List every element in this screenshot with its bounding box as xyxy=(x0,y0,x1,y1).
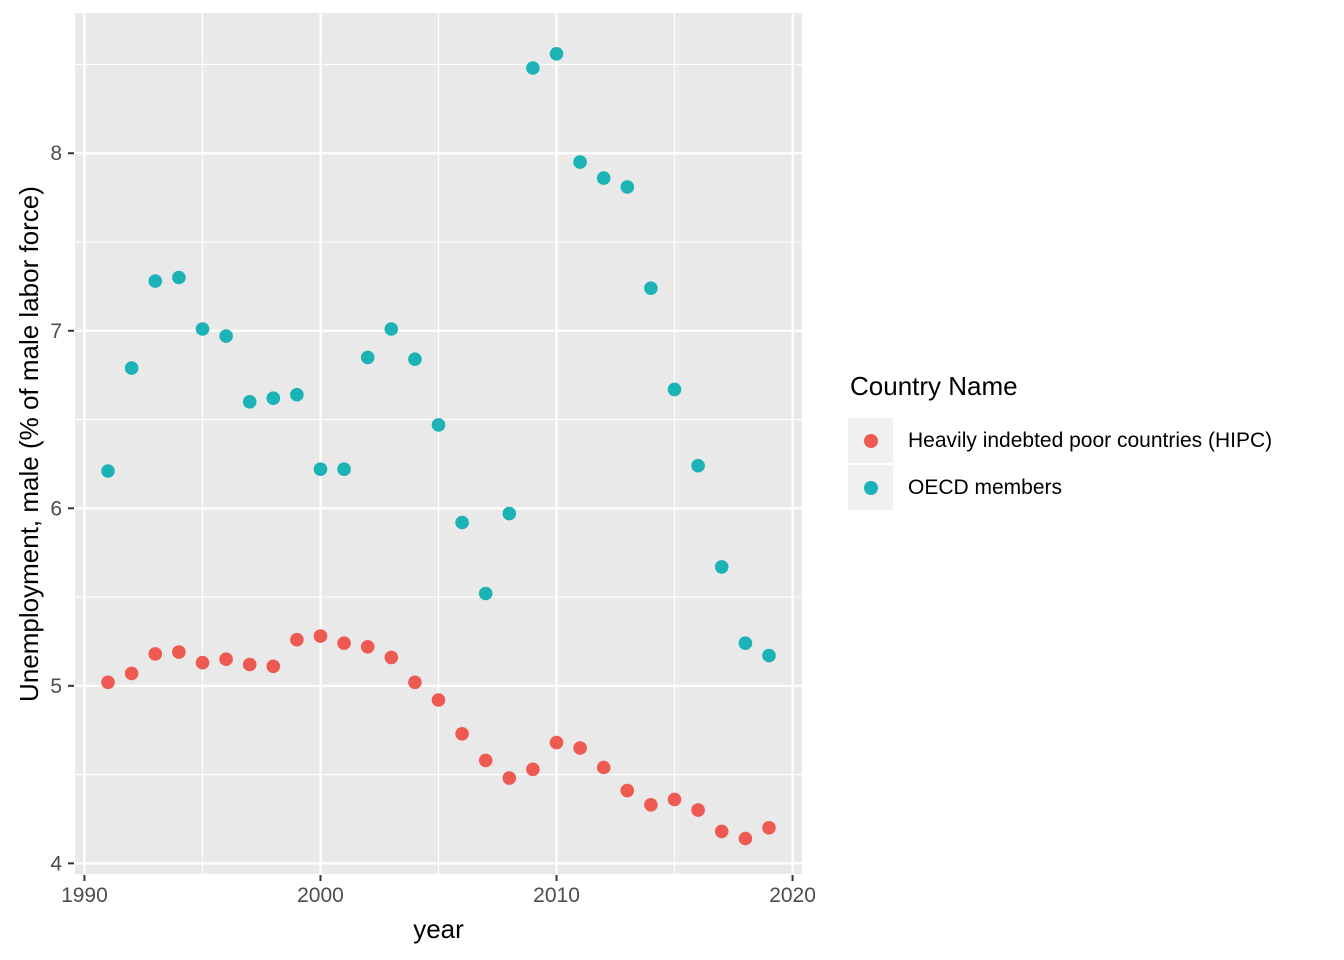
data-point-oecd xyxy=(549,47,564,61)
data-point-hipc xyxy=(762,821,776,835)
data-point-oecd xyxy=(526,61,540,75)
data-point-oecd xyxy=(124,361,139,375)
legend-key-hipc xyxy=(848,418,893,463)
legend: Country Name Heavily indebted poor count… xyxy=(848,371,1338,512)
y-axis-title: Unemployment, male (% of male labor forc… xyxy=(14,186,44,702)
data-point-oecd xyxy=(148,274,163,288)
data-point-hipc xyxy=(644,798,658,812)
x-tick-label: 1990 xyxy=(61,884,108,907)
data-point-oecd xyxy=(644,281,658,296)
data-point-hipc xyxy=(455,727,469,741)
data-point-hipc xyxy=(408,675,422,690)
data-point-oecd xyxy=(101,464,115,478)
x-tick-label: 2000 xyxy=(297,884,344,907)
data-point-oecd xyxy=(762,648,776,663)
data-point-oecd xyxy=(573,155,587,169)
data-point-oecd xyxy=(478,586,493,601)
hipc-point-icon xyxy=(863,433,878,448)
data-point-hipc xyxy=(172,645,186,659)
data-point-hipc xyxy=(290,632,304,647)
data-point-oecd xyxy=(667,382,682,397)
data-point-oecd xyxy=(738,636,753,650)
data-point-hipc xyxy=(549,735,564,750)
data-point-hipc xyxy=(313,629,328,643)
data-point-oecd xyxy=(455,515,469,530)
data-point-oecd xyxy=(242,395,257,409)
data-point-oecd xyxy=(714,560,729,574)
data-point-oecd xyxy=(620,180,635,194)
data-point-oecd xyxy=(691,458,705,473)
y-tick-label: 8 xyxy=(50,142,62,165)
data-point-oecd xyxy=(408,352,422,367)
legend-item-label-hipc: Heavily indebted poor countries (HIPC) xyxy=(908,428,1273,452)
data-point-oecd xyxy=(502,506,517,521)
y-tick-label: 5 xyxy=(50,675,62,698)
legend-item-label-oecd: OECD members xyxy=(908,475,1063,499)
x-tick-label: 2020 xyxy=(769,884,816,907)
legend-item-oecd: OECD members xyxy=(848,465,1338,510)
data-point-hipc xyxy=(195,655,210,670)
y-tick-label: 4 xyxy=(50,852,62,875)
y-tick-label: 7 xyxy=(50,320,62,343)
data-point-hipc xyxy=(266,659,281,674)
data-point-hipc xyxy=(124,666,139,681)
data-point-oecd xyxy=(266,391,281,406)
data-point-hipc xyxy=(431,693,446,707)
data-point-hipc xyxy=(478,753,493,768)
data-point-oecd xyxy=(360,350,375,365)
data-point-hipc xyxy=(360,640,375,654)
data-point-oecd xyxy=(195,322,210,336)
data-point-hipc xyxy=(620,783,635,798)
data-point-oecd xyxy=(431,418,446,432)
data-point-oecd xyxy=(596,171,611,185)
oecd-point-icon xyxy=(863,480,878,495)
data-point-oecd xyxy=(384,322,399,336)
data-point-hipc xyxy=(691,803,705,817)
data-point-hipc xyxy=(502,771,517,785)
data-point-oecd xyxy=(172,270,186,285)
data-point-hipc xyxy=(148,647,163,661)
data-point-oecd xyxy=(290,387,304,402)
data-point-hipc xyxy=(667,792,682,807)
legend-title: Country Name xyxy=(850,371,1018,401)
data-point-hipc xyxy=(242,657,257,672)
legend-key-oecd xyxy=(848,465,893,510)
legend-item-hipc: Heavily indebted poor countries (HIPC) xyxy=(848,418,1338,463)
data-point-oecd xyxy=(313,462,328,477)
data-point-oecd xyxy=(337,462,351,477)
data-point-hipc xyxy=(526,762,540,777)
data-point-hipc xyxy=(573,741,587,755)
data-point-hipc xyxy=(596,760,611,775)
data-point-hipc xyxy=(101,675,115,690)
data-point-hipc xyxy=(714,824,729,839)
x-tick-label: 2010 xyxy=(533,884,580,907)
x-axis-title: year xyxy=(413,914,464,944)
data-point-hipc xyxy=(337,636,351,650)
data-point-hipc xyxy=(738,831,753,846)
data-point-hipc xyxy=(219,652,233,666)
y-tick-label: 6 xyxy=(50,497,62,520)
data-point-hipc xyxy=(384,650,399,665)
data-point-oecd xyxy=(219,329,233,343)
